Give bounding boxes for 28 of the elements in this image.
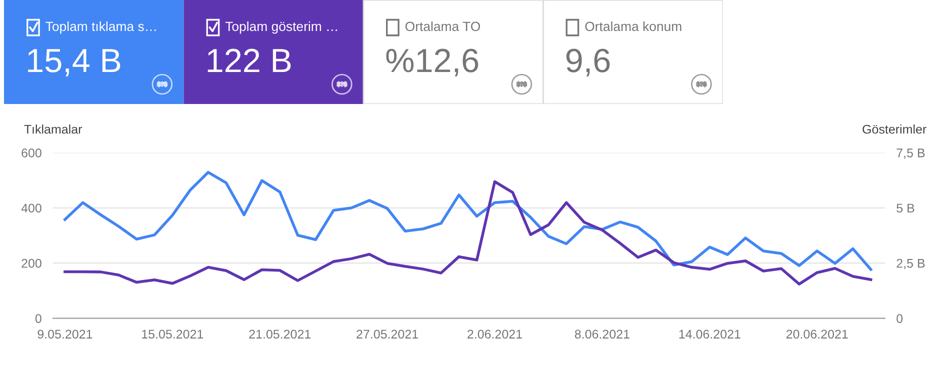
x-tick-label: 9.05.2021	[38, 330, 92, 339]
y-tick-label: 400	[21, 204, 42, 213]
x-tick-label: 20.06.2021	[786, 330, 848, 339]
text: %12,6	[386, 48, 478, 76]
x-tick-label: 8.06.2021	[574, 330, 630, 339]
text: 9,6	[566, 48, 610, 76]
y-tick-label: 600	[22, 148, 42, 158]
y-axis-title: Tıklamalar	[24, 124, 82, 134]
y-tick-label: 200	[22, 258, 42, 268]
line-series	[64, 180, 872, 286]
y2-tick-label: 7,5 B	[896, 148, 925, 159]
y2-tick-label: 2,5 B	[896, 258, 925, 270]
y2-tick-label: 5 B	[896, 204, 914, 213]
y2-axis-title: Gösterimler	[862, 124, 926, 134]
y2-tick-label: 0	[896, 314, 903, 323]
text: Ortalama konum	[585, 21, 682, 32]
text: Toplam gösterim …	[225, 21, 337, 34]
y-tick-label: 0	[35, 314, 42, 323]
text: 122 B	[208, 48, 291, 72]
line-series	[64, 170, 872, 271]
text: Ortalama TO	[405, 21, 480, 32]
text: 15,4 B	[28, 49, 120, 76]
x-tick-label: 15.05.2021	[142, 330, 204, 339]
x-tick-label: 27.05.2021	[356, 330, 418, 339]
x-tick-label: 2.06.2021	[468, 330, 522, 339]
x-tick-label: 21.05.2021	[249, 330, 311, 339]
x-tick-label: 14.06.2021	[679, 330, 740, 339]
text: Toplam tıklama s…	[46, 21, 156, 34]
